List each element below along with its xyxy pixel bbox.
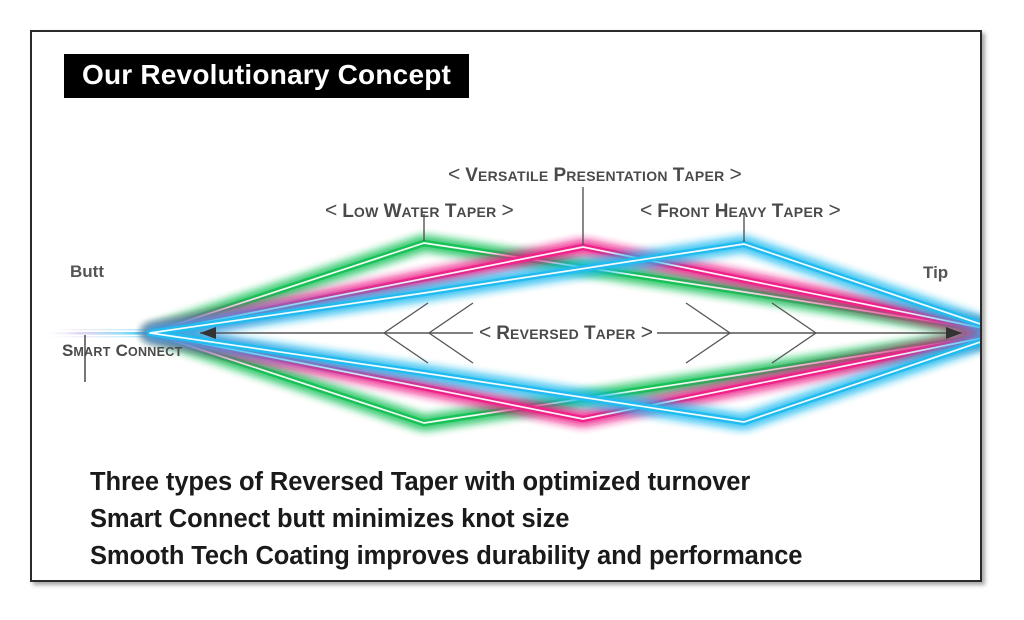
feature-item: Smooth Tech Coating improves durability … xyxy=(90,542,803,570)
page-title: Our Revolutionary Concept xyxy=(64,54,470,98)
angle-open-icon: < xyxy=(479,321,492,344)
label-leader-lines xyxy=(423,187,745,245)
angle-close-icon: > xyxy=(640,321,653,344)
angle-open-icon: < xyxy=(448,163,461,186)
feature-item: Smart Connect butt minimizes knot size xyxy=(90,505,570,533)
axis-arrowheads xyxy=(200,327,962,339)
taper-path-versatile-presentation xyxy=(144,241,980,425)
taper-path-front-heavy xyxy=(144,238,980,428)
label-smart-connect: SMART CONNECT xyxy=(62,341,183,360)
taper-diagram xyxy=(32,127,980,457)
angle-close-icon: > xyxy=(828,199,841,222)
angle-open-icon: < xyxy=(640,199,653,222)
feature-list: Three types of Reversed Taper with optim… xyxy=(90,464,950,575)
angle-close-icon: > xyxy=(729,163,742,186)
page-title-text: Our Revolutionary Concept xyxy=(82,59,452,90)
butt-tail xyxy=(40,329,150,338)
content-card: Our Revolutionary Concept xyxy=(30,30,982,582)
angle-close-icon: > xyxy=(501,199,514,222)
label-low-water-taper: < LOW WATER TAPER > xyxy=(325,199,514,222)
angle-open-icon: < xyxy=(325,199,338,222)
taper-path-low-water xyxy=(144,237,980,429)
reversed-taper-axis xyxy=(200,302,962,364)
label-versatile-presentation-taper: < VERSATILE PRESENTATION TAPER > xyxy=(448,163,742,186)
feature-item: Three types of Reversed Taper with optim… xyxy=(90,468,751,496)
label-tip: Tip xyxy=(923,263,949,282)
label-reversed-taper: < REVERSED TAPER > xyxy=(475,320,657,345)
label-front-heavy-taper: < FRONT HEAVY TAPER > xyxy=(640,199,841,222)
label-butt: Butt xyxy=(70,262,104,281)
